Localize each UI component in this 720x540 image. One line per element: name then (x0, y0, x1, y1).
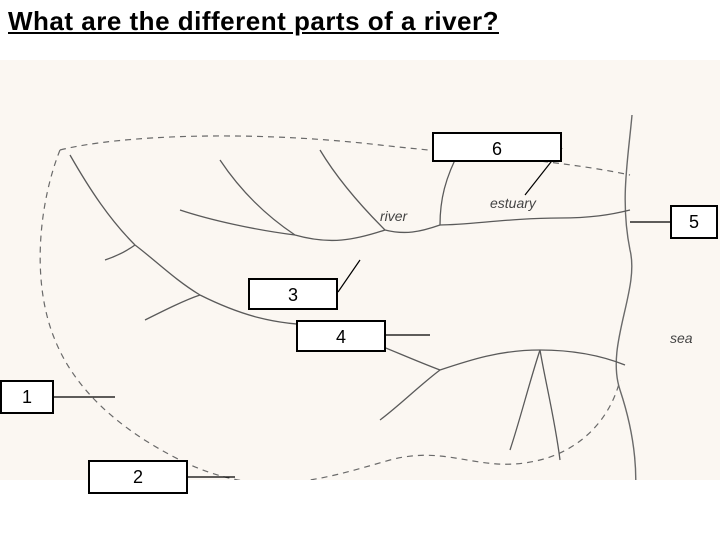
label-box-5: 5 (670, 205, 718, 239)
river-diagram: riverestuarysea 123456 (0, 60, 720, 480)
river-segment (70, 155, 135, 245)
river-segment (295, 230, 385, 240)
label-box-2: 2 (88, 460, 188, 494)
label-box-6: 6 (432, 132, 562, 162)
river-segment (510, 350, 540, 450)
map-label-sea: sea (670, 330, 693, 346)
river-segment (135, 245, 200, 295)
label-box-4: 4 (296, 320, 386, 352)
river-segment (105, 245, 135, 260)
label-box-3: 3 (248, 278, 338, 310)
river-segment (385, 225, 440, 232)
river-segment (440, 210, 630, 225)
map-label-estuary: estuary (490, 195, 536, 211)
river-segment (540, 350, 560, 460)
leader-line (338, 260, 360, 292)
map-label-river: river (380, 208, 407, 224)
river-segment (440, 350, 540, 370)
river-segment (380, 370, 440, 420)
coastline (616, 115, 636, 480)
label-box-1: 1 (0, 380, 54, 414)
river-map-svg (0, 60, 720, 480)
river-segment (145, 295, 200, 320)
river-segment (320, 150, 385, 230)
page-title: What are the different parts of a river? (8, 6, 499, 37)
river-segment (540, 350, 625, 365)
